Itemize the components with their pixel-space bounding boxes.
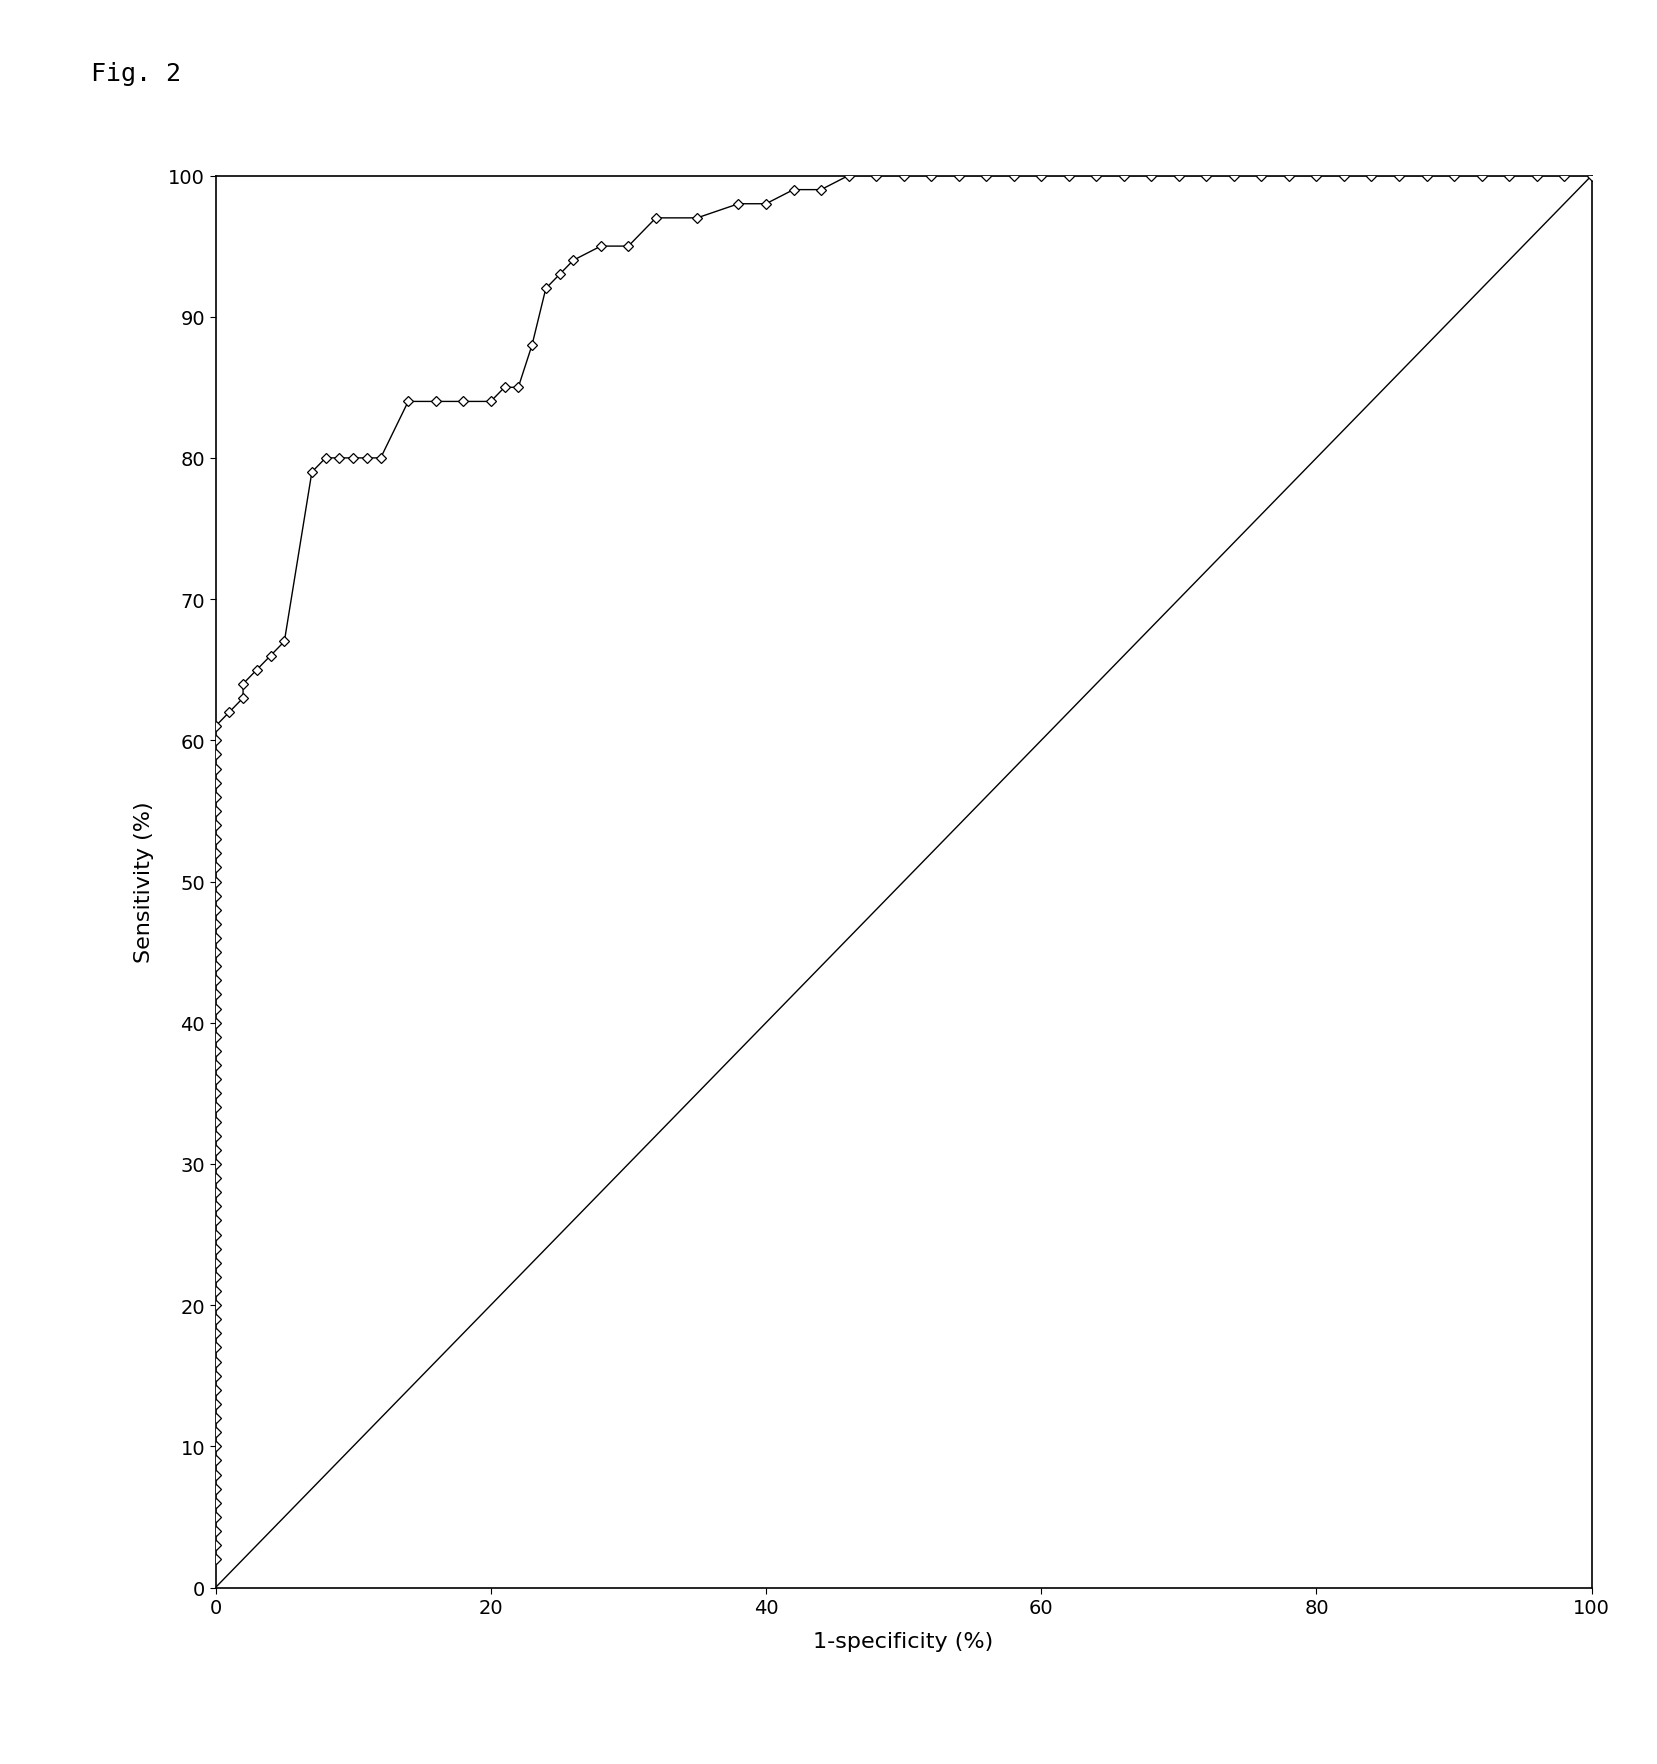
X-axis label: 1-specificity (%): 1-specificity (%) xyxy=(814,1632,993,1651)
Text: Fig. 2: Fig. 2 xyxy=(91,62,181,86)
Y-axis label: Sensitivity (%): Sensitivity (%) xyxy=(134,801,154,963)
